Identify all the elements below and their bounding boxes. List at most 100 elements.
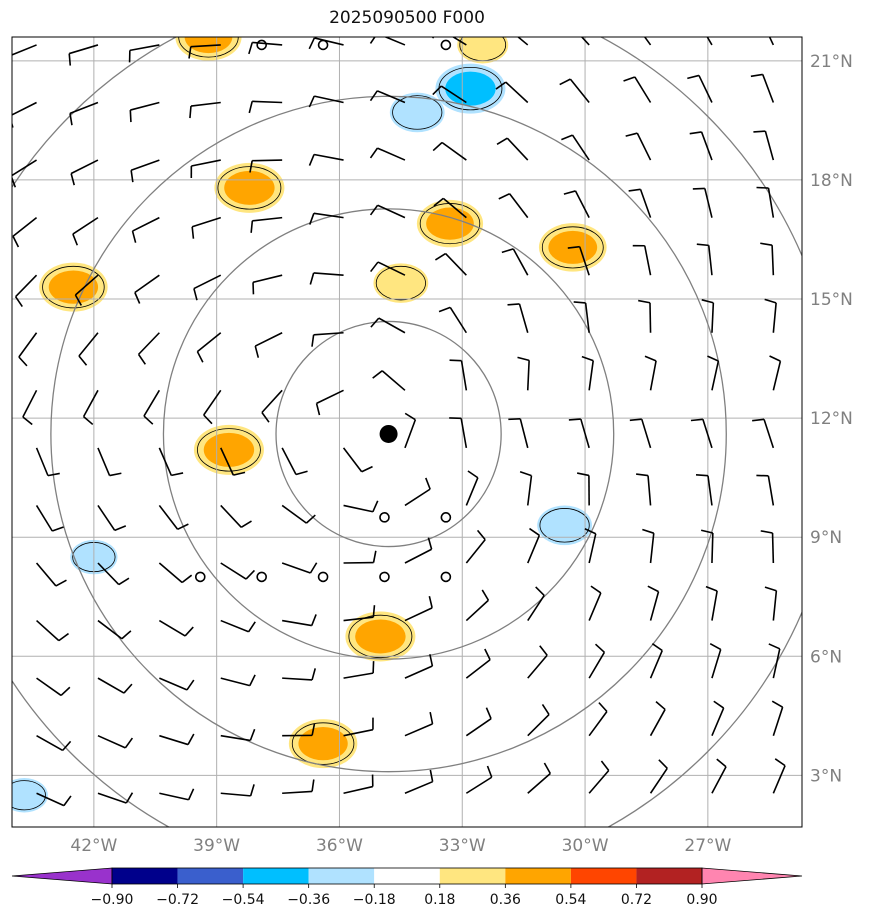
calm-marker [256,571,267,583]
barb-staff [404,548,432,564]
barb-flag [68,53,72,66]
barb-staff [588,770,610,794]
lat-tick-label: 18°N [810,171,853,191]
anomaly-contour [539,508,590,543]
wind-barb [647,585,660,621]
barb-flag [568,418,581,421]
barb-flag [495,81,507,90]
barb-flag [311,668,317,681]
barb-flag [310,614,317,626]
barb-flag [768,643,781,650]
barb-staff [158,504,179,530]
wind-barb [282,668,317,681]
barb-flag [685,19,696,23]
map-title: 2025090500 F000 [329,8,485,28]
wind-barb [203,389,222,425]
barb-staff [314,37,344,46]
lat-tick-label: 21°N [810,52,853,72]
barb-flag [647,585,659,593]
barb-staff [711,532,714,564]
barb-staff [203,389,222,416]
wind-barb [760,530,775,564]
barb-flag [690,418,703,422]
wind-barb [449,359,468,391]
wind-barb [68,44,99,66]
barb-staff [343,785,373,795]
wind-barb [404,537,433,564]
barb-staff [506,137,529,161]
map-background [12,37,802,827]
barb-staff [444,253,467,276]
anomaly-outer-fill [389,92,445,133]
wind-barb [35,505,64,532]
colorbar-segment [374,868,440,884]
barb-flag [764,586,777,592]
wind-barb [14,274,38,308]
barb-flag [12,235,20,248]
colorbar-segment [636,868,702,884]
barb-flag [74,294,83,306]
barb-staff [130,159,160,172]
wind-barb [516,37,529,46]
lon-tick-label: 36°W [316,836,363,856]
wind-barb [527,704,550,737]
barb-flag [18,356,28,367]
barb-staff [508,193,529,219]
wind-barb [449,417,468,449]
barb-staff [193,274,222,290]
wind-barb [559,78,590,104]
wind-barb [261,389,283,423]
wind-barb [753,130,775,161]
barb-staff [649,302,652,333]
wind-barb [685,19,713,46]
anomaly-cell [389,92,445,133]
barb-staff [15,274,38,298]
wind-barb [628,188,652,218]
map-content [12,19,802,827]
colorbar-segment [439,868,506,884]
wind-barb [689,131,713,161]
barb-flag [449,359,462,362]
barb-flag [705,585,718,592]
wind-barb [189,101,221,119]
wind-barb [649,643,663,679]
wind-barb [465,529,486,564]
colorbar-tick-label: −0.90 [91,892,134,908]
barb-flag [756,186,769,189]
barb-flag [51,526,64,532]
calm-marker [440,571,452,583]
barb-staff [518,303,529,333]
barb-staff [449,306,468,334]
wind-barb [711,700,725,737]
barb-flag [60,686,71,697]
barb-flag [261,412,270,423]
calm-marker [440,39,452,51]
barb-flag [429,711,434,725]
barb-flag [249,784,255,797]
barb-flag [188,46,192,59]
barb-flag [372,370,383,379]
barb-flag [696,243,709,247]
wind-barb [193,274,222,301]
barb-staff [711,590,718,621]
anomaly-contour [375,265,426,301]
lat-tick-label: 6°N [810,647,842,667]
lat-tick-label: 3°N [810,766,842,786]
barb-flag [109,472,122,477]
barb-staff [12,101,37,116]
wind-barb [507,303,529,333]
barb-staff [460,360,468,391]
barb-staff [68,44,99,55]
barb-flag [501,248,514,254]
wind-barb [700,529,714,564]
barb-flag [22,416,33,426]
barb-staff [378,317,406,334]
wind-barb [465,648,491,679]
wind-barb [97,792,134,804]
wind-barb [36,677,71,697]
barb-flag [311,723,316,736]
anomaly-cell [12,778,48,813]
barb-flag [529,527,540,537]
wind-barb [519,471,533,506]
anomaly-contour [12,780,46,811]
